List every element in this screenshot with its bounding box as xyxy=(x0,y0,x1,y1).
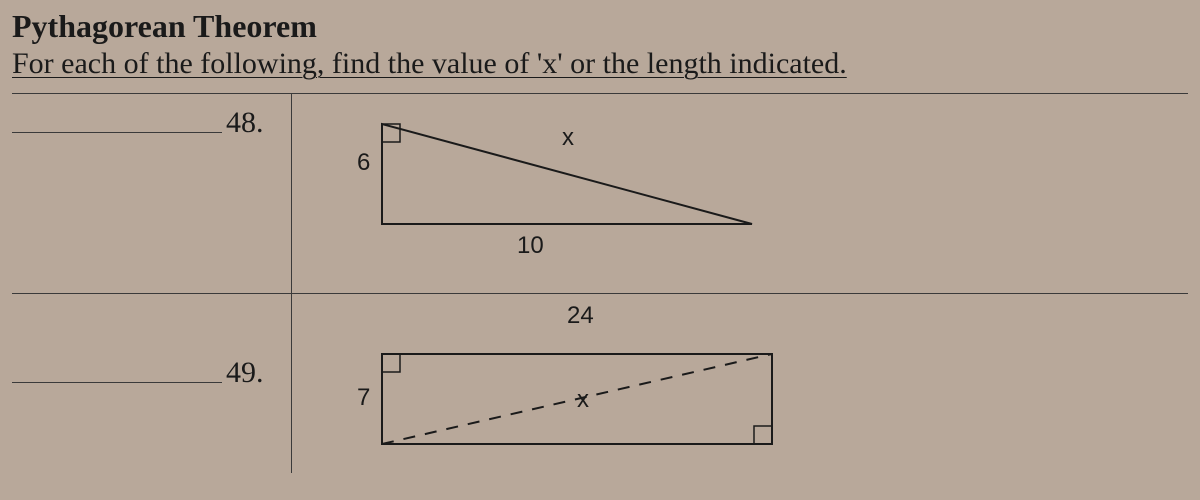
label-hypotenuse: x xyxy=(562,124,574,152)
figure-cell-48: 6 10 x xyxy=(292,94,1188,293)
problem-row-49: 49. 24 7 x xyxy=(12,293,1188,473)
number-cell: 48. xyxy=(12,94,292,293)
label-top: 24 xyxy=(567,302,594,330)
answer-blank xyxy=(12,382,222,383)
answer-blank xyxy=(12,132,222,133)
problem-number: 49. xyxy=(226,356,264,390)
label-leg-a: 6 xyxy=(357,149,370,177)
figure-cell-49: 24 7 x xyxy=(292,294,1188,473)
worksheet-instruction: For each of the following, find the valu… xyxy=(12,47,1188,81)
label-base: 10 xyxy=(517,232,544,260)
label-diagonal: x xyxy=(577,386,589,414)
triangle-48 xyxy=(322,104,772,284)
number-cell: 49. xyxy=(12,294,292,473)
worksheet-page: Pythagorean Theorem For each of the foll… xyxy=(0,0,1200,473)
problem-row-48: 48. 6 10 x xyxy=(12,93,1188,293)
problem-number: 48. xyxy=(226,106,264,140)
rectangle-49 xyxy=(322,324,822,474)
label-side: 7 xyxy=(357,384,370,412)
worksheet-title: Pythagorean Theorem xyxy=(12,8,1188,45)
